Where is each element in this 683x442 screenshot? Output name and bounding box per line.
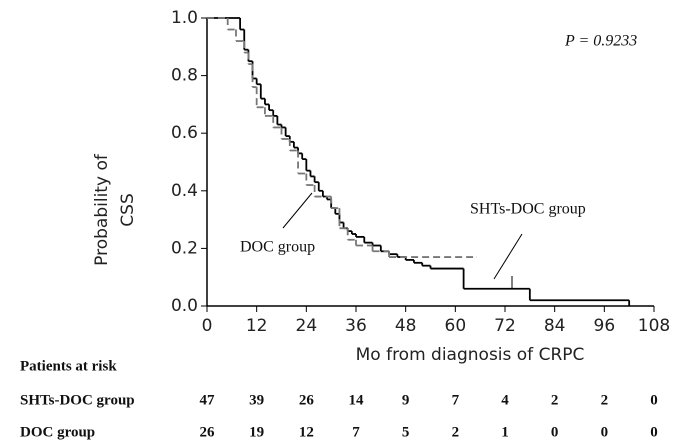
x-tick-label: 24 bbox=[296, 316, 318, 336]
y-tick-label: 0.6 bbox=[171, 123, 198, 143]
x-tick-label: 0 bbox=[202, 316, 213, 336]
leader-line bbox=[282, 192, 313, 229]
at-risk-count: 19 bbox=[249, 424, 264, 440]
y-tick-label: 0.2 bbox=[171, 238, 198, 258]
at-risk-count: 0 bbox=[650, 424, 658, 440]
at-risk-count: 9 bbox=[402, 392, 410, 408]
y-axis-label: Probability of bbox=[92, 153, 112, 266]
x-axis-label: Mo from diagnosis of CRPC bbox=[356, 345, 585, 365]
leader-line bbox=[493, 233, 523, 280]
y-tick-label: 0.8 bbox=[171, 66, 198, 86]
at-risk-count: 26 bbox=[299, 392, 315, 408]
at-risk-count: 2 bbox=[601, 392, 609, 408]
at-risk-count: 7 bbox=[352, 424, 360, 440]
at-risk-title: Patients at risk bbox=[20, 358, 117, 374]
x-tick-label: 48 bbox=[395, 316, 417, 336]
x-tick-label: 36 bbox=[345, 316, 367, 336]
x-tick-label: 72 bbox=[494, 316, 516, 336]
y-tick-label: 0.4 bbox=[171, 181, 198, 201]
series-label: SHTs-DOC group bbox=[470, 201, 586, 218]
at-risk-count: 4 bbox=[501, 392, 509, 408]
x-tick-label: 60 bbox=[445, 316, 467, 336]
at-risk-count: 39 bbox=[249, 392, 264, 408]
at-risk-count: 26 bbox=[200, 424, 216, 440]
at-risk-count: 7 bbox=[452, 392, 460, 408]
at-risk-count: 5 bbox=[402, 424, 410, 440]
at-risk-row-label: SHTs-DOC group bbox=[20, 392, 135, 408]
at-risk-count: 0 bbox=[551, 424, 559, 440]
at-risk-count: 12 bbox=[299, 424, 314, 440]
at-risk-row-label: DOC group bbox=[20, 424, 95, 440]
at-risk-count: 14 bbox=[349, 392, 365, 408]
at-risk-count: 47 bbox=[200, 392, 216, 408]
y-axis-label: CSS bbox=[118, 193, 138, 226]
at-risk-count: 2 bbox=[551, 392, 559, 408]
x-tick-label: 96 bbox=[594, 316, 616, 336]
y-tick-label: 1.0 bbox=[171, 8, 198, 28]
at-risk-count: 1 bbox=[501, 424, 509, 440]
at-risk-count: 0 bbox=[601, 424, 609, 440]
x-tick-label: 108 bbox=[638, 316, 670, 336]
series-label: DOC group bbox=[240, 239, 315, 256]
x-tick-label: 12 bbox=[246, 316, 268, 336]
x-tick-label: 84 bbox=[544, 316, 566, 336]
at-risk-count: 2 bbox=[452, 424, 460, 440]
p-value: P = 0.9233 bbox=[564, 33, 637, 50]
y-tick-label: 0.0 bbox=[171, 296, 198, 316]
at-risk-count: 0 bbox=[650, 392, 658, 408]
